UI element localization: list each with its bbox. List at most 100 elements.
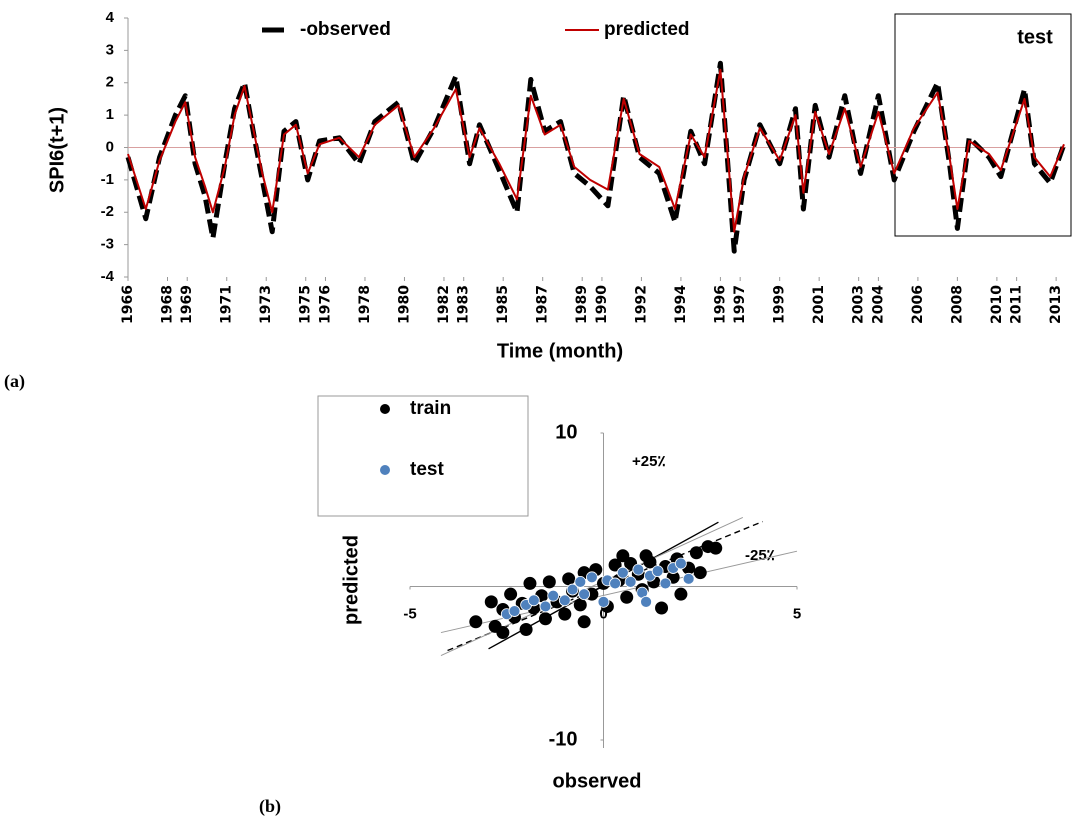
x-tick-label: 1994 bbox=[673, 285, 689, 324]
legend-label: -observed bbox=[300, 19, 391, 40]
scatter-point bbox=[609, 577, 622, 590]
scatter-point bbox=[558, 607, 572, 621]
annotation: +25٪ bbox=[632, 453, 666, 470]
x-tick-label: 1982 bbox=[436, 285, 452, 324]
y-tick-label: 10 bbox=[555, 421, 577, 443]
scatter-point bbox=[496, 626, 510, 640]
scatter-point bbox=[640, 595, 652, 608]
x-axis-label: observed bbox=[553, 770, 642, 792]
scatter-point bbox=[573, 598, 587, 612]
reference-line bbox=[440, 516, 744, 657]
x-tick-label: 2006 bbox=[910, 285, 926, 324]
scatter-point bbox=[539, 600, 552, 613]
x-tick-label: 1999 bbox=[772, 285, 788, 324]
scatter-point bbox=[674, 587, 688, 601]
scatter-point bbox=[508, 605, 521, 617]
scatter-point bbox=[616, 566, 629, 579]
x-tick-label: 1978 bbox=[357, 285, 373, 324]
x-tick-label: 2013 bbox=[1048, 285, 1064, 324]
x-tick-label: 1973 bbox=[258, 285, 274, 324]
scatter-point bbox=[469, 615, 483, 629]
y-tick-label: 3 bbox=[106, 41, 114, 58]
x-tick-label: 1985 bbox=[495, 285, 511, 324]
scatter-point bbox=[547, 589, 560, 602]
x-tick-label: 2010 bbox=[989, 285, 1005, 324]
scatter-point bbox=[709, 541, 723, 555]
scatter-point bbox=[597, 595, 610, 608]
scatter-point bbox=[523, 576, 537, 590]
y-tick-label: -1 bbox=[101, 171, 114, 188]
x-tick-label: 1996 bbox=[712, 285, 728, 324]
legend-swatch bbox=[380, 404, 390, 414]
scatter-point bbox=[689, 546, 703, 560]
x-tick-label: 2008 bbox=[949, 285, 965, 324]
y-tick-label: 0 bbox=[106, 138, 114, 155]
x-tick-label: 2001 bbox=[811, 285, 827, 324]
test-region-box bbox=[894, 13, 1072, 237]
scatter-point bbox=[585, 571, 598, 584]
x-tick-label: 2003 bbox=[851, 285, 867, 324]
scatter-point bbox=[566, 583, 579, 596]
panel-label: (b) bbox=[259, 796, 281, 817]
y-axis-label: predicted bbox=[340, 535, 362, 625]
reference-line bbox=[440, 550, 798, 634]
scatter-point bbox=[632, 563, 645, 576]
scatter-point bbox=[558, 594, 571, 607]
y-tick-label: 1 bbox=[106, 106, 114, 123]
y-axis-label: SPI6(t+1) bbox=[46, 107, 68, 193]
scatter-point bbox=[659, 577, 672, 590]
x-tick-label: 1997 bbox=[732, 285, 748, 324]
x-tick-label: 1976 bbox=[317, 285, 333, 324]
x-axis-label: Time (month) bbox=[497, 340, 623, 362]
scatter-point bbox=[624, 575, 637, 588]
scatter-point bbox=[484, 595, 498, 609]
y-tick-label: 2 bbox=[106, 74, 114, 91]
series-line bbox=[125, 60, 1067, 254]
x-tick-label: 1966 bbox=[120, 285, 136, 324]
scatter-point bbox=[504, 587, 518, 601]
scatter-point bbox=[562, 572, 576, 586]
x-tick-label: 2011 bbox=[1009, 285, 1025, 324]
series-line bbox=[127, 68, 1065, 233]
scatter-point bbox=[519, 622, 533, 636]
scatter-point bbox=[693, 566, 707, 580]
x-tick-label: 1989 bbox=[574, 285, 590, 324]
x-tick-label: 1980 bbox=[396, 285, 412, 324]
x-tick-label: 1992 bbox=[633, 285, 649, 324]
y-tick-label: -3 bbox=[101, 236, 114, 253]
x-tick-label: 2004 bbox=[870, 285, 886, 324]
x-tick-label: 1987 bbox=[535, 285, 551, 324]
x-tick-label: 1969 bbox=[179, 285, 195, 324]
scatter-point bbox=[578, 588, 591, 601]
scatter-point bbox=[682, 572, 695, 585]
legend-label: test bbox=[410, 459, 444, 480]
scatter-point bbox=[577, 615, 591, 629]
scatter-point bbox=[620, 590, 634, 604]
test-annotation: test bbox=[1017, 26, 1053, 48]
legend-label: train bbox=[410, 398, 451, 419]
x-tick-label: 1968 bbox=[159, 285, 175, 324]
panel-label: (a) bbox=[4, 371, 25, 392]
scatter-point bbox=[651, 565, 664, 578]
x-tick-label: 1975 bbox=[298, 285, 314, 324]
scatter-point bbox=[574, 575, 587, 588]
scatter-point bbox=[608, 558, 622, 572]
y-tick-label: -4 bbox=[101, 268, 115, 285]
y-tick-label: -2 bbox=[101, 203, 114, 220]
scatter-point bbox=[675, 557, 687, 570]
scatter-point bbox=[542, 575, 556, 589]
x-tick-label: 0 bbox=[599, 605, 607, 622]
x-tick-label: 5 bbox=[793, 605, 801, 622]
scatter-point bbox=[538, 612, 552, 626]
x-tick-label: 1983 bbox=[456, 285, 472, 324]
x-tick-label: 1990 bbox=[594, 285, 610, 324]
y-tick-label: -10 bbox=[549, 728, 578, 750]
scatter-point bbox=[639, 549, 653, 563]
annotation: -25٪ bbox=[745, 547, 775, 564]
scatter-point bbox=[616, 549, 630, 563]
scatter-point bbox=[527, 594, 540, 607]
legend-swatch bbox=[380, 465, 390, 475]
scatter-point bbox=[655, 601, 669, 615]
